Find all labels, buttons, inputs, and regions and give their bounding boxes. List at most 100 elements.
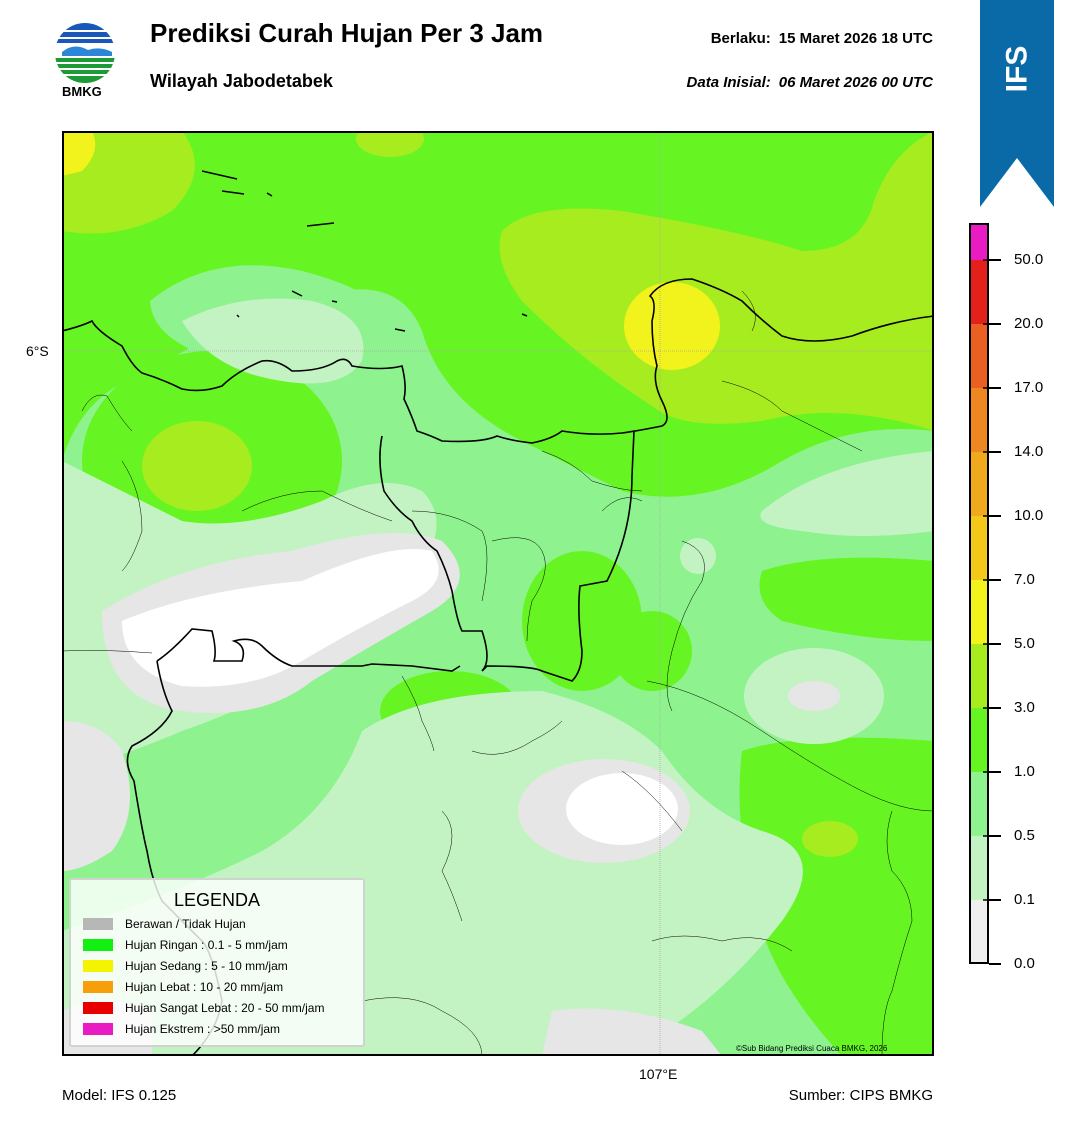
colorbar-tick-mark <box>989 771 1001 773</box>
colorbar-tick-mark <box>989 835 1001 837</box>
legend-item-label: Hujan Lebat : 10 - 20 mm/jam <box>125 980 284 994</box>
colorbar-tick-label: 50.0 <box>1014 251 1044 268</box>
colorbar-segment <box>969 223 989 260</box>
colorbar-segment <box>969 836 989 900</box>
legend-item: Hujan Sedang : 5 - 10 mm/jam <box>83 958 288 974</box>
logo-text: BMKG <box>62 84 102 99</box>
colorbar-segment <box>969 516 989 580</box>
legend-swatch <box>83 939 113 951</box>
colorbar-segment <box>969 260 989 324</box>
rain-zone-3-5-west <box>142 421 252 511</box>
no-rain-zone-sw <box>62 721 130 871</box>
legend-item: Hujan Ringan : 0.1 - 5 mm/jam <box>83 937 288 953</box>
colorbar-tick-mark <box>989 451 1001 453</box>
colorbar-tick-mark <box>989 899 1001 901</box>
colorbar-tick-label: 1.0 <box>1014 763 1035 780</box>
no-rain-zone-east <box>788 681 840 711</box>
colorbar-tick-label: 17.0 <box>1014 379 1044 396</box>
rain-zone-1-3-east <box>759 557 934 641</box>
legend-swatch <box>83 1023 113 1035</box>
colorbar-tick-label: 3.0 <box>1014 699 1035 716</box>
rain-zone-1-3-center <box>522 551 642 691</box>
colorbar-segment <box>969 324 989 388</box>
rain-zone-3-5-n <box>356 131 424 157</box>
legend-item: Hujan Lebat : 10 - 20 mm/jam <box>83 979 283 995</box>
no-rain-zone-west-core <box>122 549 439 687</box>
colorbar-segment <box>969 388 989 452</box>
colorbar-segment <box>969 708 989 772</box>
colorbar-segment <box>969 452 989 516</box>
colorbar-tick-mark <box>989 387 1001 389</box>
rain-zone-3-5-nw <box>62 131 195 234</box>
valid-label: Berlaku: <box>710 30 771 47</box>
legend-item-label: Hujan Ringan : 0.1 - 5 mm/jam <box>125 938 288 952</box>
colorbar-tick-label: 14.0 <box>1014 443 1044 460</box>
ribbon-text: IFS <box>999 45 1033 93</box>
rain-zone-01-05-nw <box>182 298 364 384</box>
model-ribbon <box>980 0 1054 207</box>
lat-tick-label: 6°S <box>26 343 49 359</box>
bmkg-logo-icon <box>55 23 115 83</box>
colorbar <box>969 223 989 964</box>
rain-zone-01-05-east2 <box>680 538 716 574</box>
colorbar-tick-label: 7.0 <box>1014 571 1035 588</box>
lon-tick-label: 107°E <box>639 1066 678 1082</box>
map-frame <box>62 131 934 1056</box>
rain-zone-5-7-ne <box>624 282 720 370</box>
colorbar-segment <box>969 580 989 644</box>
colorbar-tick-mark <box>989 259 1001 261</box>
legend-swatch <box>83 1002 113 1014</box>
regency-boundaries-north <box>81 290 863 572</box>
legend-item: Hujan Ekstrem : >50 mm/jam <box>83 1021 280 1037</box>
legend-item: Hujan Sangat Lebat : 20 - 50 mm/jam <box>83 1000 324 1016</box>
colorbar-tick-mark <box>989 707 1001 709</box>
province-boundary-jakarta <box>379 430 635 682</box>
colorbar-tick-mark <box>989 579 1001 581</box>
colorbar-tick-label: 0.0 <box>1014 955 1035 972</box>
no-rain-zone-sbottom <box>542 1008 722 1056</box>
page-title: Prediksi Curah Hujan Per 3 Jam <box>150 18 544 48</box>
legend-swatch <box>83 981 113 993</box>
legend: LEGENDA Berawan / Tidak Hujan Hujan Ringa… <box>69 878 365 1047</box>
valid-value: 15 Maret 2026 18 UTC <box>778 30 933 47</box>
colorbar-segment <box>969 900 989 964</box>
colorbar-tick-mark <box>989 323 1001 325</box>
init-time: Data Inisial: 06 Maret 2026 00 UTC <box>687 74 933 91</box>
regency-boundaries <box>62 497 934 1056</box>
init-label: Data Inisial: <box>686 74 771 91</box>
region-subtitle: Wilayah Jabodetabek <box>150 71 333 91</box>
rain-zone-01-05-ne <box>760 451 934 536</box>
colorbar-tick-label: 0.1 <box>1014 891 1035 908</box>
colorbar-segment <box>969 772 989 836</box>
province-boundary-west-java <box>156 628 461 672</box>
rain-zone-1-3-mid <box>612 611 692 691</box>
legend-item: Berawan / Tidak Hujan <box>83 916 246 932</box>
small-islands <box>201 170 528 332</box>
colorbar-segment <box>969 644 989 708</box>
legend-swatch <box>83 960 113 972</box>
colorbar-frame <box>969 223 989 964</box>
colorbar-tick-label: 10.0 <box>1014 507 1044 524</box>
rain-zone-5-7-nw <box>62 131 96 176</box>
no-rain-zone-south-core <box>566 773 678 845</box>
bmkg-logo <box>54 22 116 84</box>
legend-item-label: Hujan Ekstrem : >50 mm/jam <box>125 1022 281 1036</box>
legend-item-label: Berawan / Tidak Hujan <box>125 917 246 931</box>
coastline <box>62 278 934 444</box>
colorbar-tick-label: 20.0 <box>1014 315 1044 332</box>
init-value: 06 Maret 2026 00 UTC <box>778 74 933 91</box>
rain-zone-3-5-ne <box>499 131 934 431</box>
model-label: Model: IFS 0.125 <box>62 1087 177 1104</box>
valid-time: Berlaku: 15 Maret 2026 18 UTC <box>711 30 933 47</box>
rain-zone-1-3-se <box>739 737 934 1056</box>
model-ribbon-label: IFS <box>980 34 1054 104</box>
rain-zone-3-5-se <box>802 821 858 857</box>
source-label: Sumber: CIPS BMKG <box>788 1087 933 1104</box>
colorbar-tick-label: 5.0 <box>1014 635 1035 652</box>
colorbar-tick-mark <box>989 643 1001 645</box>
colorbar-tick-mark <box>989 515 1001 517</box>
colorbar-tick-mark <box>989 963 1001 965</box>
copyright-text: ©Sub Bidang Prediksi Cuaca BMKG, 2026 <box>736 1044 888 1053</box>
legend-title: LEGENDA <box>173 890 261 910</box>
legend-item-label: Hujan Sangat Lebat : 20 - 50 mm/jam <box>125 1001 325 1015</box>
